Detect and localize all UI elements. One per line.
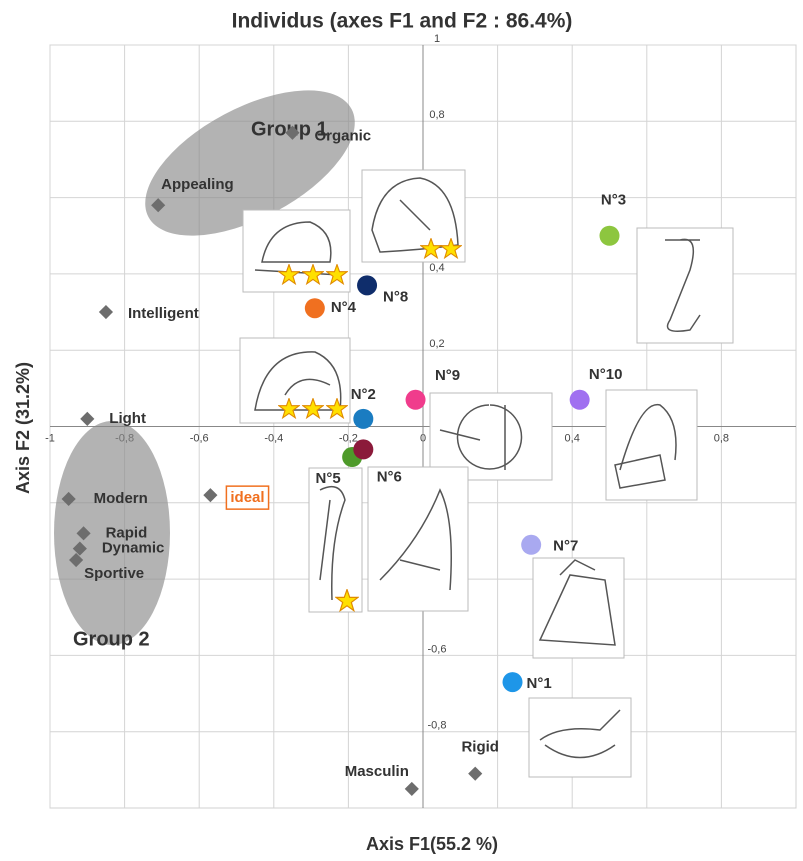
x-tick-label: 0,8 — [714, 432, 729, 444]
point-label: N°6 — [377, 468, 402, 485]
point-label: N°4 — [331, 299, 357, 316]
point-label: Sportive — [84, 565, 144, 582]
point-label: Masculin — [345, 763, 409, 780]
diamond-marker — [80, 411, 95, 426]
point-label: Rapid — [106, 524, 148, 541]
point-label: Dynamic — [102, 540, 165, 557]
point-label: Rigid — [461, 739, 499, 756]
y-tick-label: -0,8 — [428, 720, 447, 732]
point-label: Light — [109, 410, 146, 427]
y-tick-label: 0,2 — [429, 338, 444, 350]
diamond-marker — [203, 488, 218, 503]
diamond-marker — [404, 781, 419, 796]
point-label: N°7 — [553, 538, 578, 555]
point-label: Intelligent — [128, 305, 199, 322]
point-label: Organic — [314, 128, 371, 145]
diamond-marker — [285, 125, 300, 140]
diamond-marker — [72, 541, 87, 556]
x-tick-label: -1 — [45, 432, 55, 444]
point-label: N°5 — [316, 470, 341, 487]
label-box — [225, 485, 270, 510]
circle-marker — [502, 672, 523, 693]
y-tick-label: -0,6 — [428, 643, 447, 655]
point-label: Modern — [94, 490, 148, 507]
diamond-marker — [69, 552, 84, 568]
diamond-marker — [98, 304, 114, 320]
diamond-marker — [468, 766, 483, 781]
circle-marker — [353, 439, 374, 460]
circle-marker — [405, 389, 426, 410]
x-tick-label: -0,6 — [190, 432, 209, 444]
point-label: N°3 — [601, 192, 626, 209]
circle-marker — [357, 275, 378, 296]
group-ellipse — [145, 90, 355, 236]
y-tick-label: 0,8 — [429, 109, 444, 121]
group-label: Group 2 — [73, 628, 150, 650]
point-label: N°10 — [589, 366, 623, 383]
sketches — [239, 169, 734, 778]
x-tick-label: 0,4 — [565, 432, 580, 444]
diamond-marker — [76, 526, 91, 541]
circle-marker — [599, 225, 620, 246]
y-tick-label: 0,4 — [429, 262, 444, 274]
chart-title: Individus (axes F1 and F2 : 86.4%) — [232, 10, 573, 33]
circle-marker — [521, 534, 542, 555]
x-axis-title: Axis F1(55.2 %) — [366, 834, 498, 854]
diamond-marker — [61, 491, 76, 507]
x-tick-label: -0,4 — [264, 432, 283, 444]
point-label: N°1 — [527, 675, 552, 692]
x-tick-label: -0,2 — [339, 432, 358, 444]
group-ellipse — [54, 421, 170, 645]
point-label: N°2 — [351, 386, 376, 403]
y-tick-label: 1 — [434, 33, 440, 45]
circle-marker — [353, 408, 374, 429]
y-axis-title: Axis F2 (31.2%) — [13, 362, 33, 494]
point-label: N°8 — [383, 288, 408, 305]
point-label: Appealing — [161, 176, 234, 193]
circle-marker — [569, 389, 590, 410]
diamond-marker — [151, 198, 166, 213]
point-label: ideal — [230, 489, 264, 506]
circle-marker — [304, 298, 325, 319]
point-label: N°9 — [435, 367, 460, 384]
